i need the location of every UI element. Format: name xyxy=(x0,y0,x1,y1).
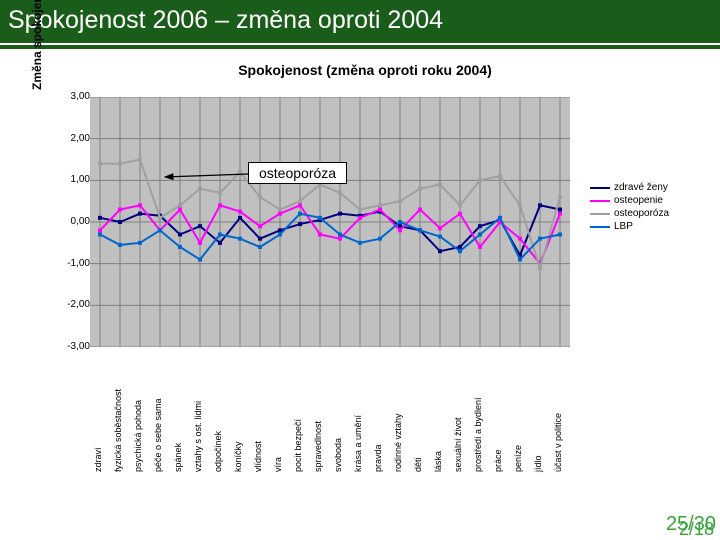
x-tick-label: láska xyxy=(433,362,443,472)
x-tick-label: sexuální život xyxy=(453,362,463,472)
x-tick-label: vztahy s ost. lidmi xyxy=(193,362,203,472)
slide-title: Spokojenost 2006 – změna oproti 2004 xyxy=(8,6,443,34)
chart-legend: zdravé ženy osteopenie osteoporóza LBP xyxy=(590,182,669,234)
y-axis-label: Změna spokojenosti xyxy=(30,0,44,132)
y-tick-label: -3,00 xyxy=(62,341,90,352)
x-tick-label: víra xyxy=(273,362,283,472)
page-number-alt: 2/18 xyxy=(679,519,714,540)
legend-label: LBP xyxy=(614,221,633,232)
x-tick-label: péče o sebe sama xyxy=(153,362,163,472)
x-tick-label: fyzická soběstačnost xyxy=(113,362,123,472)
x-tick-label: rodinné vztahy xyxy=(393,362,403,472)
x-tick-label: účast v politice xyxy=(553,362,563,472)
x-tick-label: jídlo xyxy=(533,362,543,472)
y-tick-label: 1,00 xyxy=(62,174,90,185)
legend-swatch xyxy=(590,187,610,189)
x-tick-label: koníčky xyxy=(233,362,243,472)
x-tick-label: spravedlnost xyxy=(313,362,323,472)
y-tick-label: -2,00 xyxy=(62,299,90,310)
x-tick-labels: zdraví fyzická soběstačnost psychická poho… xyxy=(90,352,570,472)
x-tick-label: krása a umění xyxy=(353,362,363,472)
title-divider-dark xyxy=(0,45,720,49)
legend-swatch xyxy=(590,200,610,202)
legend-item: osteopenie xyxy=(590,195,669,206)
y-tick-label: 3,00 xyxy=(62,91,90,102)
legend-label: zdravé ženy xyxy=(614,182,668,193)
slide-title-bar: Spokojenost 2006 – změna oproti 2004 xyxy=(0,0,720,43)
x-tick-label: odpočinek xyxy=(213,362,223,472)
legend-item: osteoporóza xyxy=(590,208,669,219)
y-tick-label: 2,00 xyxy=(62,133,90,144)
legend-swatch xyxy=(590,226,610,228)
legend-item: zdravé ženy xyxy=(590,182,669,193)
chart-title: Spokojenost (změna oproti roku 2004) xyxy=(30,62,700,78)
chart-container: Spokojenost (změna oproti roku 2004) Změ… xyxy=(30,62,700,462)
x-tick-label: práce xyxy=(493,362,503,472)
x-tick-label: pocit bezpečí xyxy=(293,362,303,472)
y-tick-labels: 3,002,001,000,00-1,00-2,00-3,00 xyxy=(62,97,90,347)
x-tick-label: spánek xyxy=(173,362,183,472)
legend-label: osteopenie xyxy=(614,195,663,206)
x-tick-label: zdraví xyxy=(93,362,103,472)
annotation-box: osteoporóza xyxy=(248,162,347,184)
x-tick-label: prostředí a bydlení xyxy=(473,362,483,472)
legend-item: LBP xyxy=(590,221,669,232)
annotation-text: osteoporóza xyxy=(259,165,336,181)
chart-plot-area xyxy=(90,97,570,347)
y-tick-label: -1,00 xyxy=(62,258,90,269)
x-tick-label: vlídnost xyxy=(253,362,263,472)
legend-swatch xyxy=(590,213,610,215)
x-tick-label: děti xyxy=(413,362,423,472)
chart-svg xyxy=(90,97,570,347)
x-tick-label: peníze xyxy=(513,362,523,472)
x-tick-label: svoboda xyxy=(333,362,343,472)
legend-label: osteoporóza xyxy=(614,208,669,219)
y-tick-label: 0,00 xyxy=(62,216,90,227)
x-tick-label: pravda xyxy=(373,362,383,472)
x-tick-label: psychická pohoda xyxy=(133,362,143,472)
